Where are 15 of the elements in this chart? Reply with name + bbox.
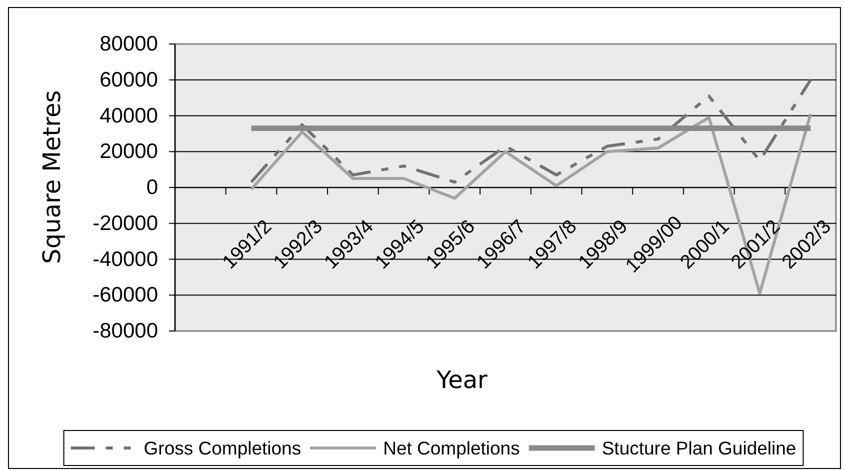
x-axis-title: Year	[436, 366, 488, 394]
legend-label: Stucture Plan Guideline	[602, 438, 796, 458]
y-tick-label: 0	[146, 176, 158, 199]
y-tick-label: -60000	[92, 284, 158, 307]
y-tick-label: 40000	[100, 104, 158, 128]
legend-label: Net Completions	[383, 438, 520, 458]
legend-label: Gross Completions	[144, 438, 302, 458]
y-tick-label: -20000	[92, 212, 158, 235]
y-tick-label: -40000	[92, 248, 158, 271]
y-tick-label: 60000	[100, 68, 158, 92]
y-axis-title: Square Metres	[38, 90, 66, 264]
line-series	[250, 78, 812, 184]
y-tick-label: 80000	[100, 32, 158, 56]
y-tick-label: -80000	[92, 320, 158, 342]
y-tick-label: 20000	[100, 140, 158, 164]
